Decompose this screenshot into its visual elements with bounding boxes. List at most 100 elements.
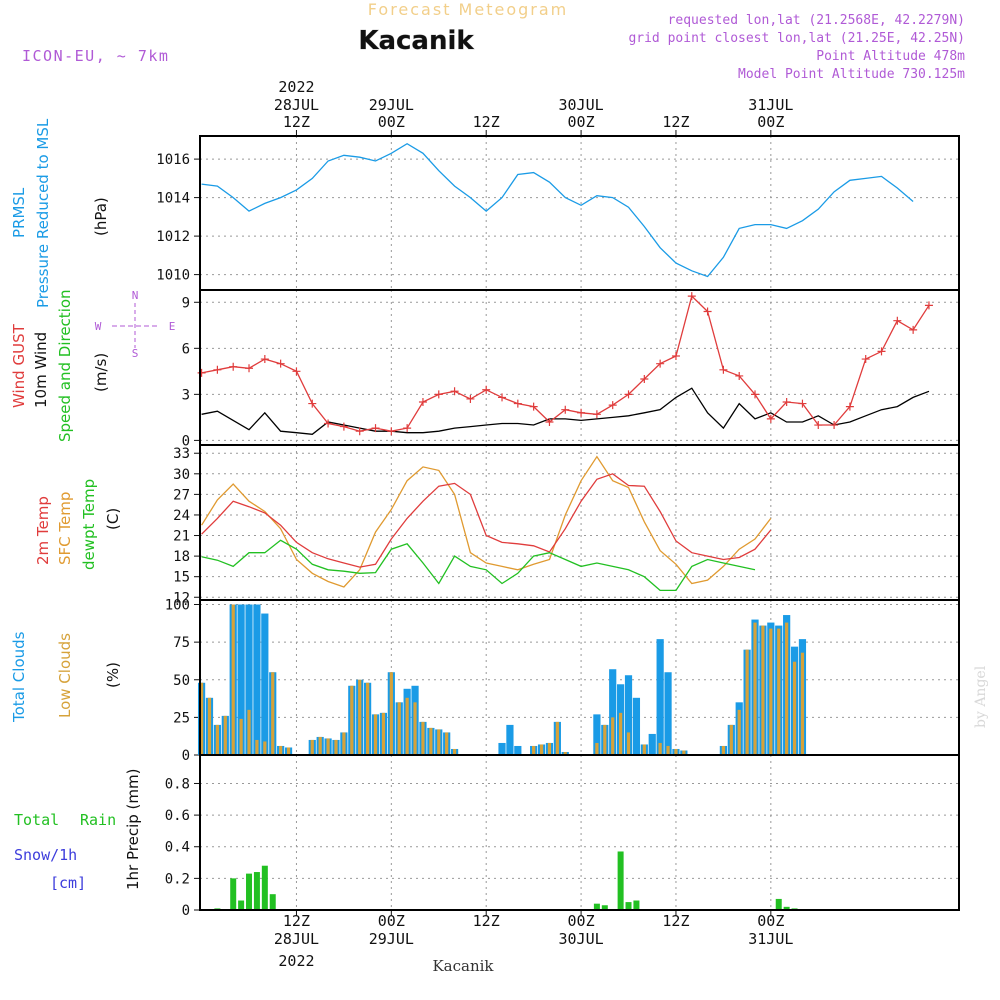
rain-bar: [238, 900, 245, 910]
pressure-tick-label: 1010: [156, 268, 190, 284]
bottom-axis-label: 29JUL: [369, 930, 414, 948]
low-cloud-bar: [263, 741, 267, 755]
gust-point: [719, 365, 728, 374]
top-axis-label: 31JUL: [748, 96, 793, 114]
top-axis-label: 00Z: [757, 113, 784, 131]
top-axis-label: 00Z: [378, 113, 405, 131]
low-cloud-bar: [721, 745, 725, 755]
low-cloud-bar: [658, 742, 662, 755]
footer-location: Kacanik: [432, 957, 494, 975]
total-cloud-bar: [253, 604, 261, 755]
gust-point: [893, 316, 902, 325]
gust-point: [450, 387, 459, 396]
low-cloud-bar: [753, 622, 757, 755]
low-cloud-bar: [381, 712, 386, 755]
temp2m-line: [201, 473, 772, 568]
wind-frame: [199, 289, 960, 446]
rain-bar: [617, 851, 624, 910]
low-cloud-bar: [769, 628, 773, 755]
gust-point: [355, 427, 364, 436]
watermark: by Angel: [973, 665, 989, 728]
low-cloud-bar: [445, 732, 449, 755]
temp-tick-label: 27: [173, 487, 190, 503]
low-cloud-bar: [397, 702, 401, 755]
pressure-label-prmsl: PRMSL: [10, 187, 28, 238]
pressure-label-msl: Pressure Reduced to MSL: [34, 118, 52, 308]
wind-label-direction: Speed and Direction: [56, 289, 74, 442]
low-cloud-bar: [777, 628, 781, 755]
low-cloud-bar: [437, 729, 441, 755]
wind-label-gust: Wind GUST: [10, 323, 28, 408]
low-cloud-bar: [603, 724, 607, 755]
temp-tick-label: 30: [173, 467, 190, 483]
low-cloud-bar: [595, 742, 599, 755]
wind-line: [201, 387, 930, 435]
precip-label-rain: Rain: [80, 811, 116, 829]
gust-point: [624, 390, 633, 399]
rain-bar: [230, 878, 237, 910]
temp-tick-label: 12: [173, 590, 190, 606]
bottom-axis-label: 2022: [278, 952, 314, 970]
low-cloud-bar: [729, 724, 733, 755]
gust-point: [371, 424, 380, 433]
gust-point: [403, 424, 412, 433]
low-cloud-bar: [199, 682, 204, 755]
cloud-labels: Total Clouds Low Clouds (%): [10, 631, 122, 723]
gust-point: [466, 394, 475, 403]
precip-label-total: Total: [14, 811, 59, 829]
low-cloud-bar: [413, 702, 417, 755]
temp-label-dewpt: dewpt Temp: [80, 479, 98, 570]
low-cloud-bar: [682, 750, 686, 755]
total-cloud-bar: [506, 724, 514, 755]
precip-panel: [295, 755, 772, 910]
temp-panel: [295, 445, 772, 600]
gust-point: [434, 390, 443, 399]
total-cloud-bar: [656, 639, 664, 755]
gust-point: [229, 362, 238, 371]
clouds-tick-label: 100: [165, 598, 190, 614]
model-label: ICON-EU, ~ 7km: [22, 47, 169, 65]
pressure-panel: [295, 136, 772, 290]
rain-bar: [246, 873, 253, 910]
low-cloud-bar: [358, 679, 362, 755]
low-cloud-bar: [342, 732, 346, 755]
gust-point: [814, 421, 823, 430]
low-cloud-bar: [785, 622, 789, 755]
gust-point: [656, 359, 665, 368]
clouds-tick-label: 75: [173, 635, 190, 651]
low-cloud-bar: [271, 672, 275, 755]
total-cloud-bar: [593, 714, 601, 755]
wind-tick-label: 0: [182, 433, 190, 449]
precip-frame: [199, 754, 960, 911]
low-cloud-bar: [800, 652, 805, 755]
precip-labels: Total Rain Snow/1h [cm] 1hr Precip (mm): [14, 769, 142, 892]
gust-point: [798, 399, 807, 408]
low-cloud-bar: [215, 724, 219, 755]
gust-point: [861, 355, 870, 364]
cloud-label-low: Low Clouds: [56, 633, 74, 718]
rain-bar: [269, 894, 276, 910]
top-axis-label: 2022: [278, 78, 314, 96]
dewpt-line: [201, 539, 756, 592]
wind-tick-label: 3: [182, 387, 190, 403]
gust-point: [845, 402, 854, 411]
low-cloud-bar: [373, 714, 378, 755]
rain-bar: [593, 903, 600, 910]
compass-w: W: [95, 320, 102, 333]
gust-point: [197, 368, 206, 377]
pressure-labels: PRMSL Pressure Reduced to MSL (hPa): [10, 118, 110, 308]
gust-point: [577, 408, 586, 417]
gust-point: [308, 399, 317, 408]
gust-point: [292, 367, 301, 376]
info-line-model-altitude: Model Point Altitude 730.125m: [738, 67, 965, 82]
clouds-tick-label: 50: [173, 673, 190, 689]
total-cloud-bar: [609, 669, 617, 755]
temp-y-axis: 12 15 18 21 24 27 30 33: [173, 446, 959, 606]
gust-point: [260, 355, 269, 364]
total-cloud-bar: [664, 672, 672, 755]
rain-bar: [633, 900, 640, 910]
precip-tick-label: 0.6: [165, 808, 190, 824]
precip-label-snow: Snow/1h: [14, 846, 77, 864]
